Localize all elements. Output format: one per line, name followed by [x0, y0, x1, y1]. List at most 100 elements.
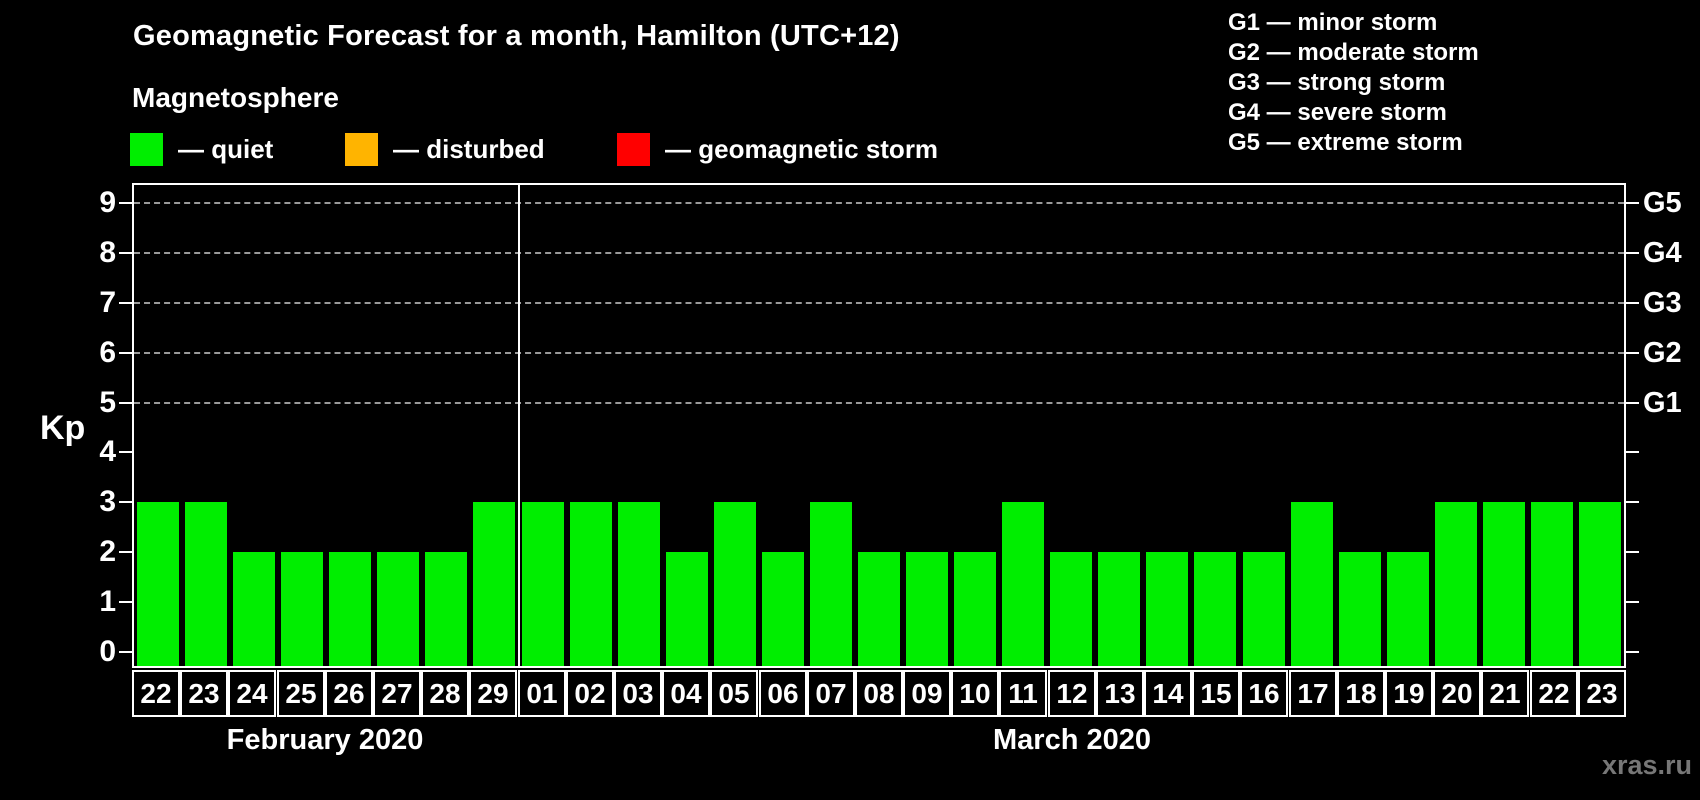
- date-cell-02: 02: [566, 670, 614, 717]
- right-tick-kp0: [1626, 651, 1639, 653]
- y-axis-tick-label-6: 6: [99, 336, 116, 369]
- kp-bar-day-29: [473, 502, 515, 666]
- date-cell-23: 23: [1578, 670, 1626, 717]
- storm-scale-tick-label-G2: G2: [1643, 337, 1682, 369]
- kp-bar-day-13: [1098, 552, 1140, 666]
- left-tick-kp7: [119, 302, 132, 304]
- storm-scale-legend-line: G2 — moderate storm: [1228, 39, 1479, 66]
- left-tick-kp2: [119, 551, 132, 553]
- kp-bar-day-21: [1483, 502, 1525, 666]
- legend-item-disturbed: — disturbed: [345, 131, 545, 167]
- y-axis-tick-label-1: 1: [99, 585, 116, 618]
- left-tick-kp0: [119, 651, 132, 653]
- disturbed-color-swatch: [345, 132, 378, 166]
- date-cell-24: 24: [228, 670, 276, 717]
- kp-bar-day-17: [1291, 502, 1333, 666]
- kp-bar-day-22: [1531, 502, 1573, 666]
- left-tick-kp9: [119, 202, 132, 204]
- kp-bar-day-15: [1194, 552, 1236, 666]
- gridline-kp5: [134, 402, 1624, 404]
- right-tick-kp1: [1626, 601, 1639, 603]
- kp-bar-day-07: [810, 502, 852, 666]
- right-tick-kp4: [1626, 451, 1639, 453]
- kp-bar-day-27: [377, 552, 419, 666]
- month-separator-line: [518, 185, 520, 666]
- kp-bar-day-01: [522, 502, 564, 666]
- kp-bar-day-23: [185, 502, 227, 666]
- right-tick-kp6: [1626, 352, 1639, 354]
- kp-bar-day-09: [906, 552, 948, 666]
- date-cell-11: 11: [999, 670, 1047, 717]
- kp-bar-day-12: [1050, 552, 1092, 666]
- kp-bar-day-26: [329, 552, 371, 666]
- right-tick-kp3: [1626, 501, 1639, 503]
- gridline-kp9: [134, 202, 1624, 204]
- date-cell-21: 21: [1481, 670, 1529, 717]
- storm-scale-tick-label-G1: G1: [1643, 387, 1682, 419]
- date-cell-01: 01: [518, 670, 566, 717]
- kp-bar-day-08: [858, 552, 900, 666]
- kp-bar-day-20: [1435, 502, 1477, 666]
- right-tick-kp9: [1626, 202, 1639, 204]
- date-cell-05: 05: [710, 670, 758, 717]
- quiet-color-swatch: [130, 132, 163, 166]
- right-tick-kp2: [1626, 551, 1639, 553]
- kp-bar-day-03: [618, 502, 660, 666]
- date-cell-26: 26: [325, 670, 373, 717]
- kp-bar-day-24: [233, 552, 275, 666]
- month-label: February 2020: [226, 724, 424, 756]
- date-cell-10: 10: [951, 670, 999, 717]
- date-cell-19: 19: [1385, 670, 1433, 717]
- y-axis-tick-label-7: 7: [99, 286, 116, 319]
- gridline-kp7: [134, 302, 1624, 304]
- gridline-kp8: [134, 252, 1624, 254]
- date-cell-13: 13: [1096, 670, 1144, 717]
- date-axis-row: 22 23 24 25 26 27 28 29 01 02 03 04 05 06 07 08 09 10 11 12…: [132, 670, 1626, 717]
- date-cell-28: 28: [421, 670, 469, 717]
- date-cell-12: 12: [1048, 670, 1096, 717]
- kp-bar-day-06: [762, 552, 804, 666]
- storm-color-swatch: [617, 132, 650, 166]
- date-cell-22: 22: [132, 670, 180, 717]
- left-tick-kp3: [119, 501, 132, 503]
- storm-scale-tick-label-G4: G4: [1643, 237, 1682, 269]
- left-tick-kp1: [119, 601, 132, 603]
- date-cell-27: 27: [373, 670, 421, 717]
- date-cell-15: 15: [1192, 670, 1240, 717]
- date-cell-07: 07: [807, 670, 855, 717]
- kp-bar-day-28: [425, 552, 467, 666]
- storm-scale-legend-line: G4 — severe storm: [1228, 99, 1447, 126]
- kp-bar-day-23: [1579, 502, 1621, 666]
- y-axis-tick-label-9: 9: [99, 186, 116, 219]
- left-tick-kp6: [119, 352, 132, 354]
- y-axis-label-kp: Kp: [40, 409, 86, 447]
- month-label: March 2020: [993, 724, 1151, 756]
- legend-label-storm: — geomagnetic storm: [665, 133, 939, 164]
- date-cell-14: 14: [1144, 670, 1192, 717]
- right-tick-kp8: [1626, 252, 1639, 254]
- kp-bar-day-19: [1387, 552, 1429, 666]
- kp-bar-day-25: [281, 552, 323, 666]
- storm-scale-tick-label-G3: G3: [1643, 287, 1682, 319]
- storm-scale-legend-line: G1 — minor storm: [1228, 9, 1438, 36]
- left-tick-kp5: [119, 402, 132, 404]
- left-tick-kp8: [119, 252, 132, 254]
- right-tick-kp7: [1626, 302, 1639, 304]
- kp-bar-day-22: [137, 502, 179, 666]
- legend-label-quiet: — quiet: [178, 133, 274, 164]
- kp-bar-day-04: [666, 552, 708, 666]
- y-axis-tick-label-8: 8: [99, 236, 116, 269]
- y-axis-tick-label-3: 3: [99, 485, 116, 518]
- kp-bar-day-11: [1002, 502, 1044, 666]
- storm-scale-legend-line: G3 — strong storm: [1228, 69, 1446, 96]
- y-axis-tick-label-2: 2: [99, 535, 116, 568]
- storm-scale-legend: G1 — minor storm G2 — moderate storm G3 — …: [1228, 8, 1479, 158]
- kp-bar-day-02: [570, 502, 612, 666]
- right-tick-kp5: [1626, 402, 1639, 404]
- date-cell-29: 29: [469, 670, 517, 717]
- y-axis-tick-label-0: 0: [99, 635, 116, 668]
- kp-bar-day-14: [1146, 552, 1188, 666]
- date-cell-08: 08: [855, 670, 903, 717]
- date-cell-09: 09: [903, 670, 951, 717]
- date-cell-20: 20: [1433, 670, 1481, 717]
